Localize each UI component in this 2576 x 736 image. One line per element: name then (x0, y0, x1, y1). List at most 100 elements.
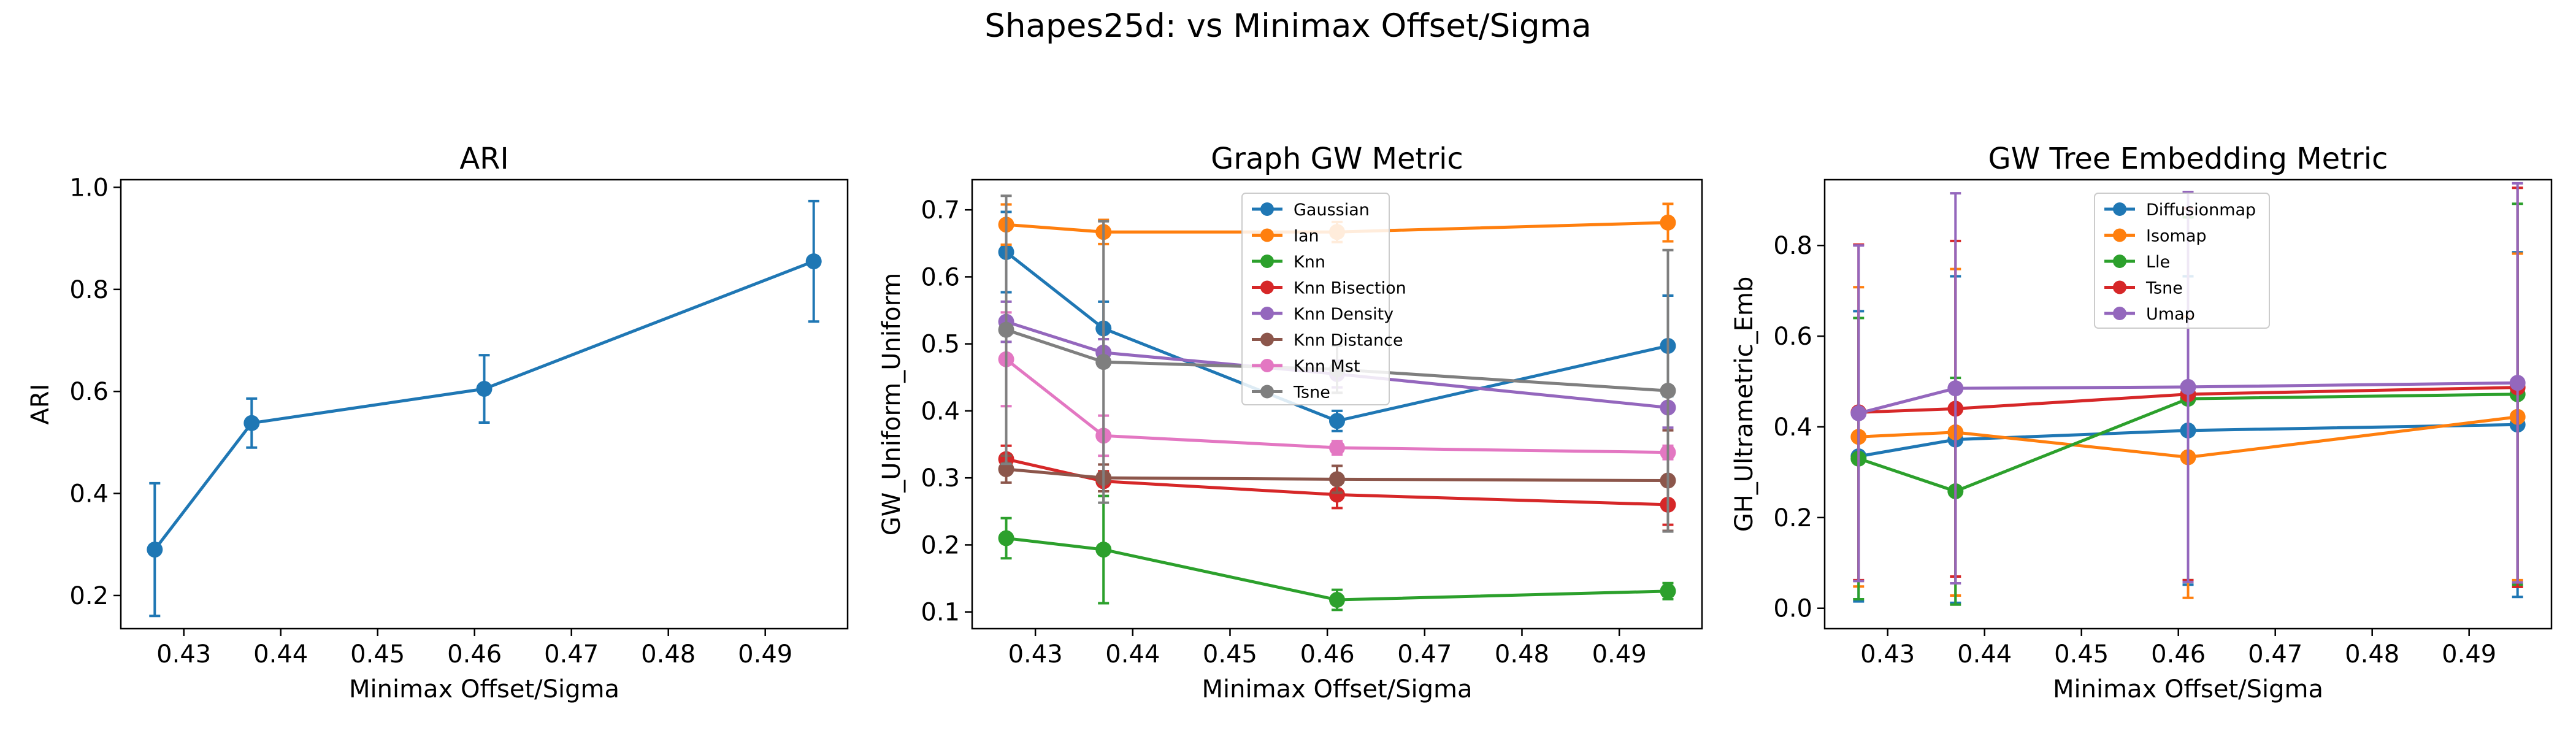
legend-marker (2113, 228, 2126, 242)
y-tick-label: 0.1 (921, 599, 960, 627)
x-tick-label: 0.48 (2345, 640, 2399, 669)
axes-frame (120, 178, 849, 630)
x-tick-label: 0.48 (641, 640, 696, 669)
series-main (147, 199, 822, 618)
series-line (1858, 381, 2518, 415)
y-tick-label: 1.0 (69, 174, 109, 202)
panel-2: Graph GW Metric 0.43 0.44 0.45 0.46 0.47 0.48 0… (878, 142, 1703, 703)
x-tick-label: 0.47 (544, 640, 599, 669)
legend-item: Knn (1252, 253, 1325, 272)
y-axis-label: ARI (26, 384, 55, 425)
axes-frame (1823, 178, 2553, 630)
legend-marker (1260, 332, 1274, 347)
y-tick-label: 0.6 (69, 378, 109, 406)
series-umap (1850, 182, 2526, 585)
data-point (1095, 354, 1112, 370)
legend-item: Knn Mst (1252, 357, 1360, 376)
axes-frame (971, 178, 1703, 630)
x-axis-label: Minimax Offset/Sigma (2053, 675, 2323, 703)
y-tick-label: 0.6 (921, 263, 960, 291)
data-point (1850, 405, 1867, 421)
legend-marker (1260, 359, 1274, 372)
legend-item: Tsne (2104, 279, 2183, 298)
series-line (1005, 328, 1668, 393)
series-tsne (998, 194, 1676, 533)
data-point (2509, 375, 2526, 391)
y-tick-label: 0.4 (69, 480, 109, 508)
data-point (998, 530, 1014, 546)
legend-item: Isomap (2104, 227, 2207, 246)
data-point (147, 542, 163, 558)
panel-1: ARI 0.43 0.44 0.45 0.46 0.47 0.48 0.49 0.2 0.4 0.6… (26, 142, 849, 703)
y-tick-label: 0.5 (921, 331, 960, 359)
y-axis-label: GW_Uniform_Uniform (878, 273, 906, 536)
figure-title: Shapes25d: vs Minimax Offset/Sigma (984, 7, 1591, 45)
series-line (1005, 251, 1669, 423)
y-axis-label: GH_Ultrametric_Emb (1730, 277, 1758, 532)
x-tick-label: 0.43 (1008, 640, 1063, 669)
legend-label: Isomap (2146, 227, 2207, 246)
x-tick-label: 0.45 (1203, 640, 1257, 669)
legend-label: Knn Density (1294, 305, 1393, 324)
x-tick-label: 0.49 (1592, 640, 1647, 669)
legend-marker (1260, 255, 1274, 268)
data-point (1329, 413, 1345, 429)
legend-marker (2113, 280, 2126, 294)
panel-title: GW Tree Embedding Metric (1988, 142, 2388, 176)
series-group (1850, 182, 2526, 606)
legend-label: Diffusionmap (2146, 201, 2256, 220)
y-tick-label: 0.3 (921, 464, 960, 493)
x-tick-label: 0.49 (2442, 640, 2496, 669)
series-line (1858, 423, 2518, 458)
legend-marker (2113, 307, 2126, 320)
legend-item: Umap (2104, 305, 2195, 324)
data-point (243, 415, 260, 431)
legend-item: Diffusionmap (2104, 201, 2256, 220)
data-point (1660, 214, 1676, 231)
legend-label: Ian (1294, 227, 1319, 246)
legend-item: Ian (1252, 227, 1319, 246)
series-line (1006, 221, 1668, 234)
legend-box (1241, 193, 1390, 405)
series-knn (998, 494, 1676, 611)
legend-marker (1260, 307, 1274, 320)
legend-item: Lle (2104, 253, 2170, 272)
legend-marker (2113, 202, 2126, 216)
panel-title: Graph GW Metric (1211, 142, 1463, 176)
legend-marker (1260, 228, 1274, 242)
x-tick-label: 0.47 (1397, 640, 1452, 669)
legend-item: Knn Density (1252, 305, 1393, 324)
series-line (1858, 393, 2518, 493)
series-line (1006, 537, 1668, 602)
series-line (1005, 458, 1668, 507)
y-tick-label: 0.6 (1773, 323, 1812, 351)
x-tick-label: 0.44 (1957, 640, 2012, 669)
x-tick-label: 0.46 (2151, 640, 2206, 669)
legend-label: Knn Mst (1294, 357, 1360, 376)
data-point (998, 461, 1014, 477)
data-point (805, 253, 822, 270)
series-line (153, 259, 815, 551)
y-tick-label: 0.2 (921, 531, 960, 559)
data-point (1329, 440, 1345, 456)
series-line (1858, 386, 2518, 414)
legend-label: Knn Bisection (1294, 279, 1406, 298)
legend-marker (1260, 385, 1274, 399)
x-tick-label: 0.44 (253, 640, 308, 669)
panel-title: ARI (459, 142, 508, 176)
legend-item: Gaussian (1252, 201, 1370, 220)
data-point (1095, 542, 1112, 558)
data-point (1329, 471, 1345, 488)
y-tick-label: 0.0 (1773, 595, 1812, 623)
legend: Gaussian Ian Knn Knn Bisection Knn Density Kn… (1241, 193, 1406, 405)
legend-label: Umap (2146, 305, 2195, 324)
y-tick-label: 0.2 (1773, 504, 1812, 532)
y-tick-label: 0.4 (1773, 413, 1812, 442)
legend-marker (1260, 202, 1274, 216)
y-tick-label: 0.8 (69, 276, 109, 304)
data-point (998, 321, 1014, 338)
legend-item: Knn Distance (1252, 331, 1403, 350)
series-line (1005, 358, 1668, 454)
legend-item: Tsne (1252, 383, 1330, 402)
